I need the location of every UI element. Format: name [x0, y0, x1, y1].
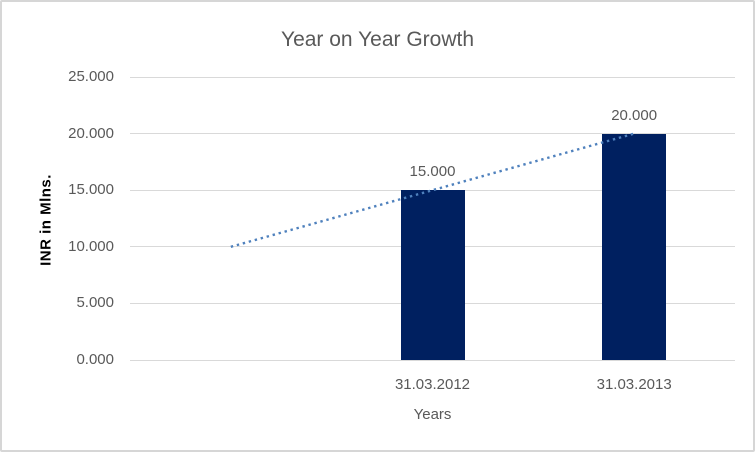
- gridline: [130, 133, 735, 135]
- x-tick-label: 31.03.2013: [596, 376, 672, 393]
- data-label: 15.000: [409, 163, 456, 181]
- y-tick-label: 5.000: [76, 294, 114, 312]
- x-tick-label: 31.03.2012: [394, 376, 471, 393]
- plot-area: [130, 76, 735, 361]
- trendline: [230, 132, 635, 248]
- data-label: 20.000: [611, 106, 658, 124]
- bar-31.03.2012: [400, 190, 465, 360]
- gridline: [130, 359, 735, 361]
- y-tick-label: 15.000: [68, 181, 114, 199]
- x-axis-title: Years: [413, 406, 452, 423]
- y-tick-label: 0.000: [76, 351, 114, 368]
- gridline: [130, 76, 735, 78]
- y-tick-label: 20.000: [68, 124, 114, 142]
- bar-31.03.2013: [602, 133, 667, 360]
- chart-title: Year on Year Growth: [280, 28, 475, 51]
- y-tick-label: 10.000: [68, 237, 114, 255]
- y-tick-label: 25.000: [68, 68, 114, 85]
